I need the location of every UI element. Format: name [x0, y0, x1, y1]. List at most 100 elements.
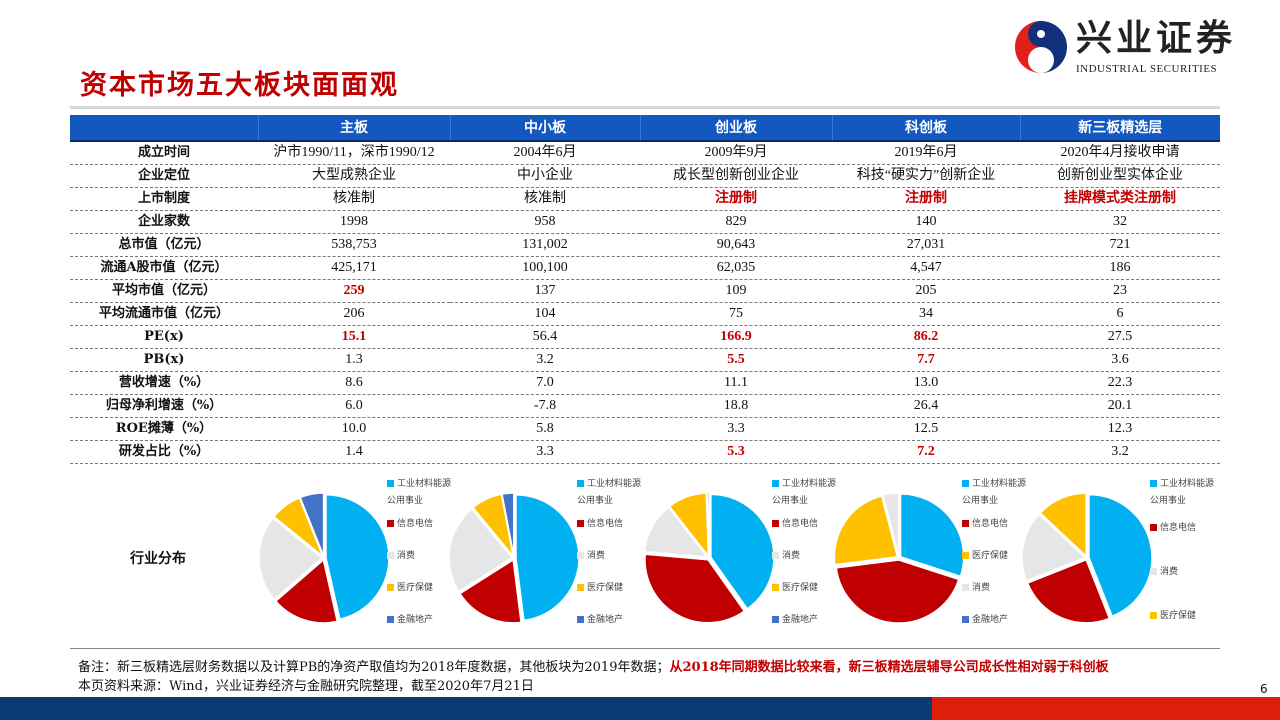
legend-label: 医疗保健	[1160, 611, 1197, 621]
pie-slice	[1039, 492, 1087, 558]
legend-item: 工业材料能源公用事业	[1150, 476, 1218, 510]
table-row: 上市制度 核准制 核准制 注册制 注册制 挂牌模式类注册制	[70, 187, 1220, 211]
pie-chart: 工业材料能源公用事业 信息电信 消费 医疗保健 金融地产	[640, 479, 836, 640]
table-cell: 创新创业型实体企业	[1020, 164, 1220, 188]
table-row: PE(x) 15.1 56.4 166.9 86.2 27.5	[70, 325, 1220, 349]
table-cell: 8.6	[258, 371, 450, 395]
legend-label: 金融地产	[397, 615, 434, 625]
table-cell: 7.0	[450, 371, 640, 395]
legend-label: 消费	[1160, 567, 1179, 577]
legend-item: 信息电信	[577, 516, 645, 533]
row-label: 归母净利增速（%）	[70, 394, 258, 418]
pie-slice	[899, 493, 965, 578]
table-cell: 5.8	[450, 417, 640, 441]
legend-label: 工业材料能源公用事业	[1150, 479, 1215, 506]
pie-slice	[882, 492, 900, 557]
table-cell: 26.4	[832, 394, 1020, 418]
pie-slice	[258, 517, 324, 601]
row-label: 研发占比（%）	[70, 440, 258, 464]
legend-item: 医疗保健	[577, 580, 645, 597]
legend-swatch	[962, 480, 969, 487]
legend-item: 消费	[962, 580, 1030, 597]
table-body: 成立时间 沪市1990/11，深市1990/12 2004年6月 2009年9月 201…	[70, 141, 1220, 464]
table-row: ROE摊薄（%） 10.0 5.8 3.3 12.5 12.3	[70, 417, 1220, 441]
table-row: 平均市值（亿元） 259 137 109 205 23	[70, 279, 1220, 303]
legend-swatch	[772, 552, 779, 559]
column-header: 创业板	[639, 115, 832, 141]
legend-item: 工业材料能源公用事业	[962, 476, 1030, 510]
table-cell: 12.5	[832, 417, 1020, 441]
table-cell: 62,035	[640, 256, 832, 280]
legend-swatch	[772, 520, 779, 527]
table-cell: 90,643	[640, 233, 832, 257]
legend-swatch	[387, 480, 394, 487]
table-cell: 1.3	[258, 348, 450, 372]
legend-item: 医疗保健	[962, 548, 1030, 565]
table-cell: 137	[450, 279, 640, 303]
table-cell: 11.1	[640, 371, 832, 395]
pie-slice	[1026, 558, 1111, 624]
pie-slice	[274, 558, 339, 624]
table-cell: 3.3	[640, 417, 832, 441]
legend-item: 消费	[772, 548, 840, 565]
legend-item: 消费	[577, 548, 645, 565]
table-cell: 5.3	[640, 440, 832, 464]
table-cell: 425,171	[258, 256, 450, 280]
legend-swatch	[387, 616, 394, 623]
legend-label: 医疗保健	[972, 551, 1009, 561]
legend-label: 医疗保健	[782, 583, 819, 593]
legend-label: 信息电信	[972, 519, 1009, 529]
legend-swatch	[962, 584, 969, 591]
logo-text-en: INDUSTRIAL SECURITIES	[1076, 63, 1218, 75]
table-cell: 56.4	[450, 325, 640, 349]
table-row: PB(x) 1.3 3.2 5.5 7.7 3.6	[70, 348, 1220, 372]
row-label: 成立时间	[70, 141, 258, 165]
legend-item: 金融地产	[387, 612, 455, 629]
table-cell: 958	[450, 210, 640, 234]
comparison-table: 主板 中小板 创业板 科创板 新三板精选层 成立时间 沪市1990/11，深市1990/1…	[70, 115, 1220, 464]
legend-swatch	[1150, 568, 1157, 575]
footer-note: 备注：新三板精选层财务数据以及计算PB的净资产取值均为2018年度数据，其他板块…	[78, 660, 1109, 676]
legend-item: 医疗保健	[387, 580, 455, 597]
pie-chart: 工业材料能源公用事业 信息电信 消费 医疗保健 金融地产	[445, 479, 641, 640]
table-cell: 32	[1020, 210, 1220, 234]
table-cell: 186	[1020, 256, 1220, 280]
footer-bar-red	[932, 697, 1280, 720]
table-cell: 6.0	[258, 394, 450, 418]
legend-swatch	[387, 520, 394, 527]
table-row: 成立时间 沪市1990/11，深市1990/12 2004年6月 2009年9月 201…	[70, 141, 1220, 165]
legend-label: 金融地产	[782, 615, 819, 625]
pie-chart: 工业材料能源公用事业 信息电信 医疗保健 消费 金融地产	[830, 479, 1026, 640]
legend-swatch	[387, 584, 394, 591]
table-cell: 10.0	[258, 417, 450, 441]
legend-swatch	[1150, 480, 1157, 487]
row-label: 上市制度	[70, 187, 258, 211]
legend-item: 金融地产	[577, 612, 645, 629]
table-cell: 大型成熟企业	[258, 164, 450, 188]
pie-slice	[643, 506, 709, 558]
legend-swatch	[772, 616, 779, 623]
table-cell: 7.2	[832, 440, 1020, 464]
pie-chart: 工业材料能源公用事业 信息电信 消费 医疗保健	[1018, 479, 1214, 640]
legend-swatch	[387, 552, 394, 559]
column-header: 新三板精选层	[1019, 115, 1220, 141]
table-row: 企业定位 大型成熟企业 中小企业 成长型创新创业企业 科技“硬实力”创新企业 创新创业型实…	[70, 164, 1220, 188]
table-cell: 1998	[258, 210, 450, 234]
column-header: 中小板	[449, 115, 640, 141]
pie-slice	[833, 494, 899, 566]
legend-item: 信息电信	[962, 516, 1030, 533]
table-cell: -7.8	[450, 394, 640, 418]
legend-item: 金融地产	[772, 612, 840, 629]
table-cell: 注册制	[832, 187, 1020, 211]
row-label: 企业定位	[70, 164, 258, 188]
row-label: 营收增速（%）	[70, 371, 258, 395]
table-row: 研发占比（%） 1.4 3.3 5.3 7.2 3.2	[70, 440, 1220, 464]
row-label: 流通A股市值（亿元）	[70, 256, 258, 280]
table-cell: 13.0	[832, 371, 1020, 395]
legend-label: 信息电信	[782, 519, 819, 529]
table-cell: 23	[1020, 279, 1220, 303]
row-label: 平均流通市值（亿元）	[70, 302, 258, 326]
table-row: 总市值（亿元） 538,753 131,002 90,643 27,031 721	[70, 233, 1220, 257]
table-cell: 注册制	[640, 187, 832, 211]
table-cell: 科技“硬实力”创新企业	[832, 164, 1020, 188]
